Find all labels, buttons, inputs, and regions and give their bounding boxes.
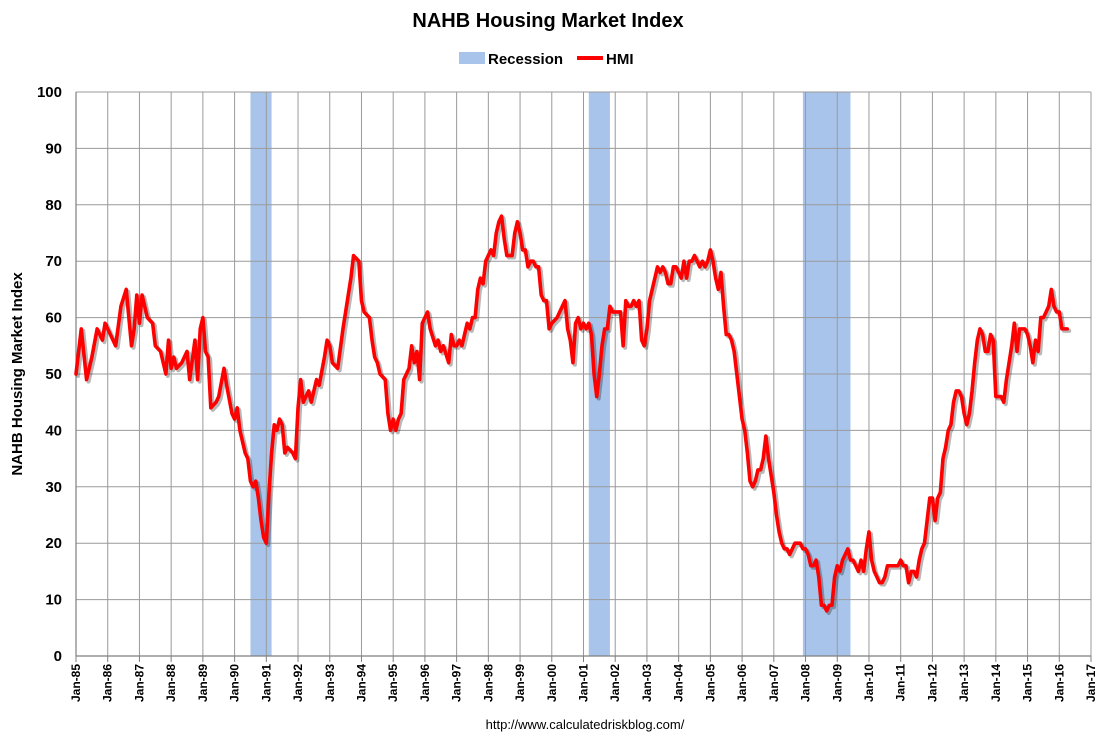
x-tick-label: Jan-10	[862, 664, 876, 702]
x-tick-label: Jan-02	[608, 664, 622, 702]
x-tick-label: Jan-85	[69, 664, 83, 702]
x-tick-label: Jan-95	[386, 664, 400, 702]
x-tick-label: Jan-90	[228, 664, 242, 702]
x-tick-label: Jan-97	[450, 664, 464, 702]
series-line-hmi	[76, 216, 1067, 611]
source-credit: http://www.calculatedriskblog.com/	[486, 717, 685, 732]
y-tick-label-60: 60	[45, 310, 62, 327]
x-tick-label: Jan-05	[703, 664, 717, 702]
x-tick-label: Jan-92	[291, 664, 305, 702]
chart-title: NAHB Housing Market Index	[412, 10, 683, 32]
legend-label-recession: Recession	[488, 51, 563, 68]
x-tick-label: Jan-93	[323, 664, 337, 702]
x-tick-label: Jan-17	[1084, 664, 1098, 702]
y-tick-label-30: 30	[45, 479, 62, 496]
x-tick-label: Jan-09	[830, 664, 844, 702]
y-tick-label-70: 70	[45, 253, 62, 270]
y-tick-label-80: 80	[45, 197, 62, 214]
x-tick-label: Jan-94	[354, 664, 368, 702]
legend-label-hmi: HMI	[606, 51, 634, 68]
y-tick-labels: 0 10 20 30 40 50 60 70 80 90 100	[37, 84, 62, 665]
y-tick-label-50: 50	[45, 366, 62, 383]
series-hmi	[76, 216, 1069, 613]
y-tick-label-100: 100	[37, 84, 62, 101]
x-tick-label: Jan-11	[894, 664, 908, 702]
y-axis-label: NAHB Housing Market Index	[9, 272, 26, 476]
x-tick-label: Jan-16	[1052, 664, 1066, 702]
x-tick-label: Jan-01	[577, 664, 591, 702]
x-tick-label: Jan-98	[481, 664, 495, 702]
y-tick-label-40: 40	[45, 422, 62, 439]
x-tick-label: Jan-00	[545, 664, 559, 702]
legend-swatch-recession	[459, 52, 485, 64]
x-tick-label: Jan-99	[513, 664, 527, 702]
y-tick-label-0: 0	[54, 648, 62, 665]
x-tick-label: Jan-12	[925, 664, 939, 702]
x-tick-label: Jan-03	[640, 664, 654, 702]
x-tick-label: Jan-96	[418, 664, 432, 702]
y-tick-label-20: 20	[45, 535, 62, 552]
x-tick-label: Jan-86	[101, 664, 115, 702]
x-tick-label: Jan-14	[989, 664, 1003, 702]
legend: Recession HMI	[459, 51, 634, 68]
x-tick-label: Jan-08	[799, 664, 813, 702]
x-tick-label: Jan-13	[957, 664, 971, 702]
x-tick-label: Jan-04	[672, 664, 686, 702]
x-tick-label: Jan-07	[767, 664, 781, 702]
x-tick-label: Jan-88	[164, 664, 178, 702]
x-tick-label: Jan-06	[735, 664, 749, 702]
x-tick-label: Jan-87	[132, 664, 146, 702]
y-tick-label-90: 90	[45, 140, 62, 157]
x-tick-labels: Jan-85 Jan-86 Jan-87 Jan-88 Jan-89 Jan-90 Jan-…	[69, 664, 1098, 702]
x-tick-label: Jan-89	[196, 664, 210, 702]
x-tick-label: Jan-91	[259, 664, 273, 702]
x-tick-label: Jan-15	[1021, 664, 1035, 702]
y-tick-label-10: 10	[45, 592, 62, 609]
